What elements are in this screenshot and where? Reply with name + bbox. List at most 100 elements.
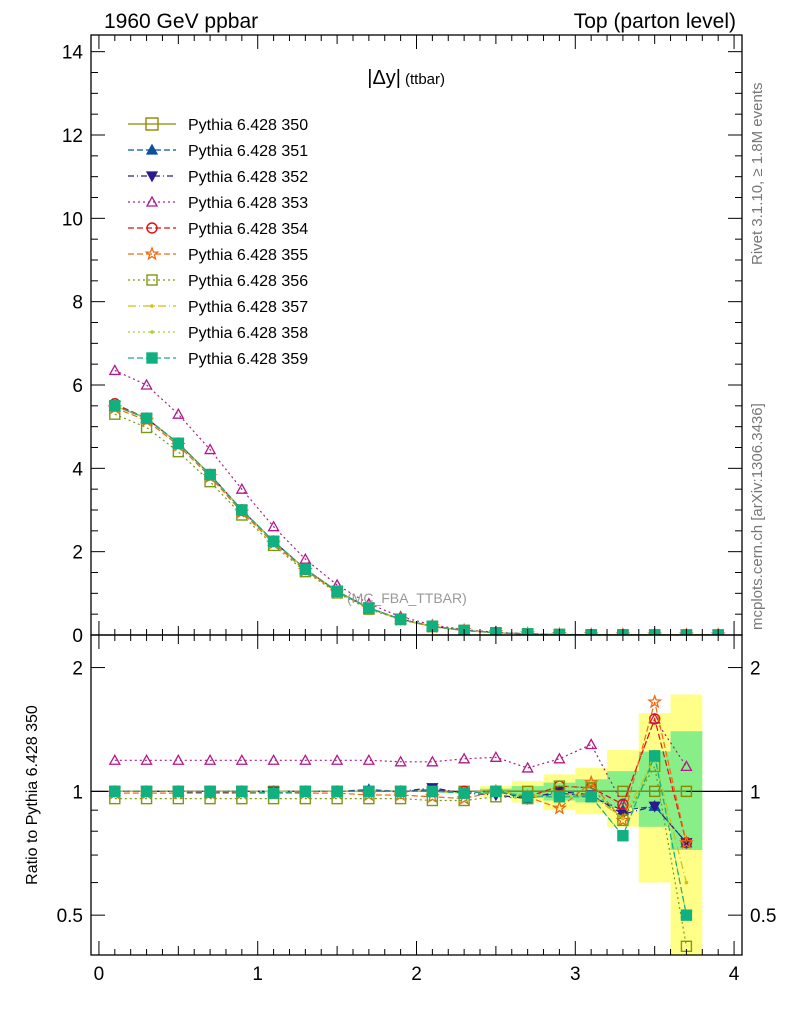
legend-label: Pythia 6.428 358 [188,325,308,342]
ratio-y-axis-label: Ratio to Pythia 6.428 350 [24,705,41,885]
legend-marker [150,304,154,308]
ratio-point [108,753,121,765]
ratio-point [680,785,693,798]
green-band [638,751,671,827]
legend-marker [145,171,159,183]
ratio-y-tick-label: 0.5 [57,906,83,927]
data-point [267,520,280,532]
legend-entry: Pythia 6.428 357 [128,299,308,316]
data-point [267,535,280,547]
legend-label: Pythia 6.428 352 [188,169,308,186]
data-point [172,407,185,419]
ratio-point [394,785,407,798]
legend-entry: Pythia 6.428 355 [128,246,308,264]
ratio-y-tick-label-right: 2 [750,659,761,680]
ratio-point [616,797,630,809]
legend-label: Pythia 6.428 356 [188,273,308,290]
legend-label: Pythia 6.428 357 [188,299,308,316]
ratio-point [426,785,439,798]
ratio-point [490,785,502,798]
ratio-point [521,791,534,803]
header-left: 1960 GeV ppbar [104,10,258,33]
ratio-point [684,880,689,885]
legend-marker [146,352,158,364]
legend-entry: Pythia 6.428 353 [128,195,308,212]
data-point [140,412,153,425]
ratio-y-tick-label-right: 1 [750,782,761,803]
ratio-point [583,774,599,790]
legend-marker [146,274,158,286]
ratio-point [680,760,693,772]
ratio-point [394,755,407,767]
legend-marker [146,222,158,234]
x-tick-label: 0 [94,964,105,985]
ratio-point [680,909,693,921]
y-tick-label: 6 [72,376,83,397]
ratio-point [617,814,629,827]
ratio-point [203,753,217,765]
ratio-point [172,753,185,765]
ratio-point [551,800,567,815]
legend-entry: Pythia 6.428 359 [128,351,308,368]
legend-label: Pythia 6.428 350 [188,117,308,134]
legend-marker [144,246,160,261]
y-tick-label: 14 [62,43,84,64]
legend-marker [145,117,159,131]
ratio-point [363,785,375,798]
legend-label: Pythia 6.428 355 [188,247,308,264]
legend-label: Pythia 6.428 353 [188,195,308,212]
ratio-point [678,834,694,850]
y-tick-label: 4 [72,459,83,480]
ratio-point [617,798,629,811]
data-point [235,482,248,494]
ratio-y-tick-label: 1 [72,782,83,803]
rivet-version-label: Rivet 3.1.10, ≥ 1.8M events [749,83,766,266]
green-band [670,731,703,851]
ratio-point [267,753,280,765]
y-tick-label: 12 [62,126,83,147]
x-tick-label: 2 [411,964,422,985]
ratio-panel: 0.5 0.5 1 1 2 2 0 1 2 3 4 Ratio to Pythia 6.428 35… [24,634,776,985]
ratio-point [521,761,534,773]
ratio-point [648,801,661,813]
ratio-point [553,780,566,792]
legend-marker [150,330,154,334]
data-point [108,364,121,376]
x-tick-label: 1 [252,964,263,985]
ratio-line [114,717,687,806]
ratio-point [267,787,280,799]
ratio-point [331,785,343,798]
ratio-point [617,785,629,798]
main-title-suffix: (ttbar) [405,71,445,88]
ratio-point [331,753,344,765]
ratio-point [299,753,312,765]
ratio-series-353 [108,712,693,809]
ratio-point [236,785,248,798]
ratio-point [299,785,312,798]
ratio-point [553,752,566,764]
main-title: |Δy| [367,67,401,89]
ratio-point [426,755,439,767]
data-point [236,504,248,516]
data-point [331,585,343,597]
analysis-annotation: (MC_FBA_TTBAR) [347,590,467,606]
ratio-point [458,787,470,799]
ratio-point [617,830,629,842]
x-tick-label: 4 [729,964,740,985]
mcplots-label: mcplots.cern.ch [arXiv:1306.3436] [749,403,766,630]
legend-label: Pythia 6.428 354 [188,221,308,238]
data-point [363,602,375,614]
data-point [203,443,217,455]
ratio-point [172,785,185,798]
ratio-point [235,753,248,765]
legend-marker [145,195,159,207]
main-axes: 0 2 4 6 8 10 12 14 [62,34,743,647]
data-point [109,400,121,412]
legend-entry: Pythia 6.428 358 [128,325,308,342]
ratio-point [204,785,216,798]
y-tick-label: 2 [72,543,83,564]
ratio-point [648,712,661,724]
ratio-point [489,750,502,762]
